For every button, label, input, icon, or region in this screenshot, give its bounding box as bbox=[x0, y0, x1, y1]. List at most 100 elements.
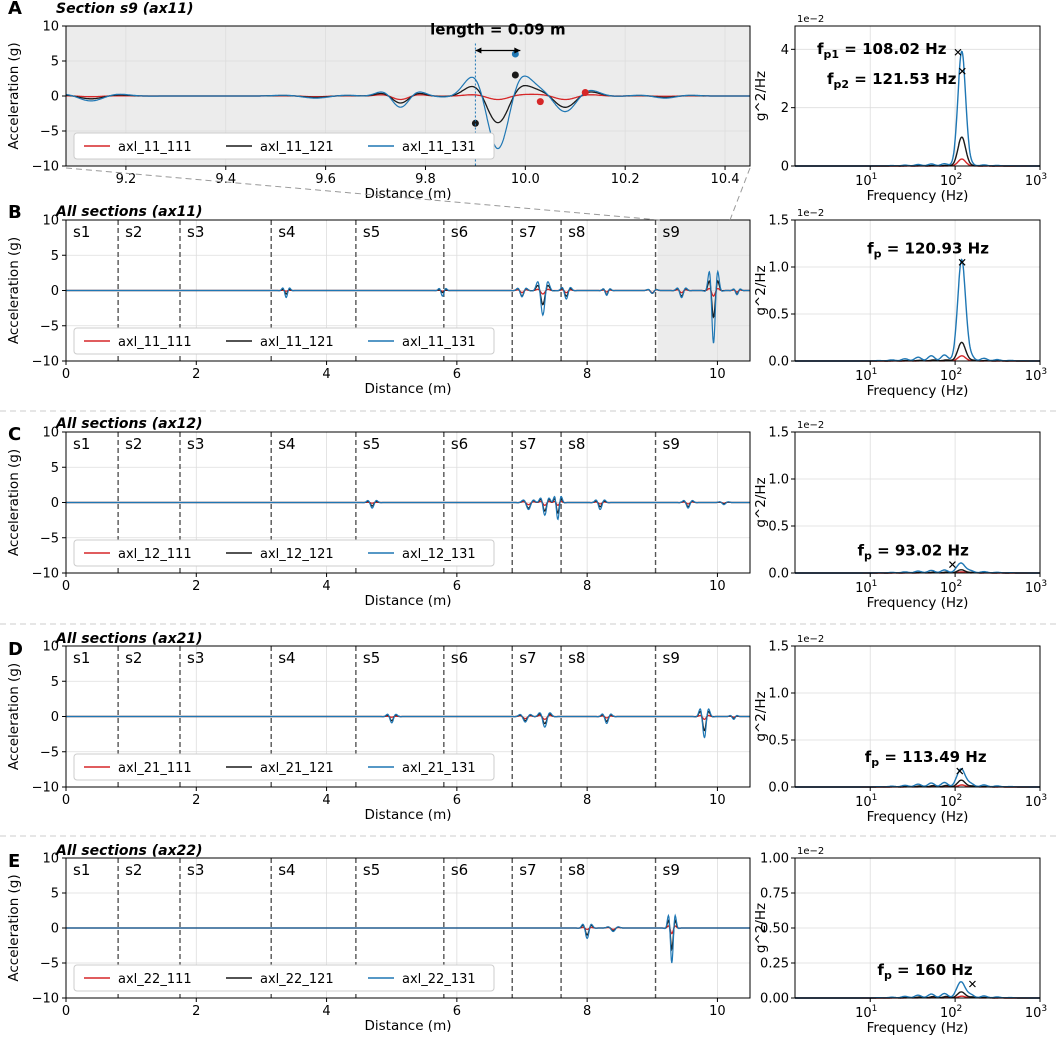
axes-frame bbox=[794, 645, 1041, 788]
series-line-axl_11_121 bbox=[66, 279, 750, 319]
x-tick-label: 4 bbox=[322, 367, 330, 382]
x-tick-exp: 2 bbox=[957, 579, 963, 589]
x-tick-label: 0 bbox=[62, 579, 70, 594]
section-label: s2 bbox=[125, 223, 142, 241]
y-tick-label: 0.0 bbox=[768, 781, 789, 796]
x-tick-label: 8 bbox=[583, 793, 591, 808]
peak-marker bbox=[536, 98, 544, 106]
y-tick-label: 5 bbox=[51, 887, 59, 902]
peak-label-rest: = 113.49 Hz bbox=[879, 748, 987, 766]
x-tick-label: 4 bbox=[322, 579, 330, 594]
psd-line-2 bbox=[795, 50, 1040, 167]
y-tick-label: 1.0 bbox=[768, 687, 789, 702]
x-tick-base: 10 bbox=[940, 581, 957, 596]
x-tick-label: 2 bbox=[192, 793, 200, 808]
peak-label-main: f bbox=[817, 40, 824, 58]
x-tick-label: 6 bbox=[453, 1004, 461, 1019]
legend: axl_21_111 axl_21_121 axl_21_131 bbox=[73, 753, 495, 781]
x-tick-label: 0 bbox=[62, 793, 70, 808]
panel-letter: D bbox=[8, 639, 23, 660]
y-tick-label: 0.25 bbox=[760, 957, 789, 972]
series-group bbox=[66, 75, 750, 150]
psd-line-2 bbox=[795, 258, 1040, 362]
panel-a: A Section s9 (ax11) length = 0.09 m axl_11_… bbox=[6, 0, 1047, 204]
y-tick-label: 5 bbox=[51, 55, 59, 70]
section-label: s1 bbox=[73, 861, 90, 879]
x-tick-base: 10 bbox=[940, 795, 957, 810]
x-tick-label: 4 bbox=[322, 793, 330, 808]
series-line-axl_21_131 bbox=[66, 707, 750, 739]
scale-factor: 1e−2 bbox=[797, 634, 824, 645]
y-tick-label: 10 bbox=[42, 214, 59, 229]
legend-box bbox=[73, 132, 495, 160]
x-tick-base: 10 bbox=[940, 1006, 957, 1021]
series-line-axl_21_121 bbox=[66, 710, 750, 732]
x-tick-label: 9.8 bbox=[415, 172, 436, 187]
x-tick-label: 101 bbox=[855, 367, 877, 384]
x-axis-label: Frequency (Hz) bbox=[867, 809, 969, 825]
y-tick-label: 0 bbox=[51, 496, 59, 511]
x-tick-label: 101 bbox=[855, 172, 877, 189]
x-tick-label: 9.4 bbox=[215, 172, 236, 187]
psd-line-2 bbox=[795, 981, 1040, 999]
y-tick-label: −5 bbox=[40, 319, 59, 334]
arrow-head bbox=[475, 47, 482, 54]
x-tick-label: 102 bbox=[940, 172, 962, 189]
x-tick-exp: 3 bbox=[1041, 579, 1047, 589]
x-axis-label: Frequency (Hz) bbox=[867, 188, 969, 204]
x-tick-exp: 3 bbox=[1041, 793, 1047, 803]
x-tick-label: 10 bbox=[709, 1004, 726, 1019]
y-tick-label: 0.5 bbox=[768, 308, 789, 323]
peak-marker bbox=[471, 119, 479, 127]
x-tick-exp: 1 bbox=[872, 579, 878, 589]
panel-title: Section s9 (ax11) bbox=[56, 1, 194, 17]
section-label: s3 bbox=[187, 649, 204, 667]
y-tick-label: 0.75 bbox=[760, 887, 789, 902]
psd-line-2 bbox=[795, 562, 1040, 574]
y-tick-label: 1.5 bbox=[768, 640, 789, 655]
x-tick-base: 10 bbox=[855, 1006, 872, 1021]
series-group bbox=[66, 495, 750, 521]
peak-label: fp1 = 108.02 Hz bbox=[817, 40, 947, 61]
y-tick-label: 0.5 bbox=[768, 734, 789, 749]
y-tick-label: 0.00 bbox=[760, 992, 789, 1007]
section-label: s4 bbox=[278, 861, 295, 879]
peak-label-rest: = 93.02 Hz bbox=[872, 542, 969, 560]
peak-label-sub: p2 bbox=[834, 78, 850, 91]
series-line-axl_22_121 bbox=[66, 919, 750, 952]
series-line-axl_22_131 bbox=[66, 913, 750, 964]
x-tick-label: 8 bbox=[583, 579, 591, 594]
peak-label-sub: p1 bbox=[824, 48, 840, 61]
section-label: s9 bbox=[663, 649, 680, 667]
x-tick-label: 2 bbox=[192, 1004, 200, 1019]
x-tick-label: 2 bbox=[192, 367, 200, 382]
y-tick-label: 1.0 bbox=[768, 261, 789, 276]
peak-marker-x bbox=[949, 561, 956, 568]
x-tick-label: 10 bbox=[709, 793, 726, 808]
legend-entry: axl_22_121 bbox=[260, 972, 334, 987]
peak-label-main: f bbox=[865, 748, 872, 766]
legend-box bbox=[73, 539, 495, 567]
x-tick-exp: 1 bbox=[872, 172, 878, 182]
x-tick-exp: 3 bbox=[1041, 172, 1047, 182]
x-tick-exp: 2 bbox=[957, 172, 963, 182]
y-axis-label: g^2/Hz bbox=[753, 903, 769, 953]
series-line-axl_11_131 bbox=[66, 75, 750, 150]
peak-label-main: f bbox=[877, 961, 884, 979]
y-tick-label: 5 bbox=[51, 249, 59, 264]
section-label: s2 bbox=[125, 649, 142, 667]
y-tick-label: 2 bbox=[781, 101, 789, 116]
x-tick-exp: 2 bbox=[957, 1004, 963, 1014]
x-axis-label: Distance (m) bbox=[364, 593, 451, 609]
y-tick-label: −10 bbox=[32, 567, 59, 582]
y-tick-label: 0 bbox=[51, 922, 59, 937]
legend: axl_11_111 axl_11_121 axl_11_131 bbox=[73, 132, 495, 160]
y-tick-label: −10 bbox=[32, 160, 59, 175]
x-tick-label: 102 bbox=[940, 367, 962, 384]
series-line-axl_11_131 bbox=[66, 269, 750, 344]
